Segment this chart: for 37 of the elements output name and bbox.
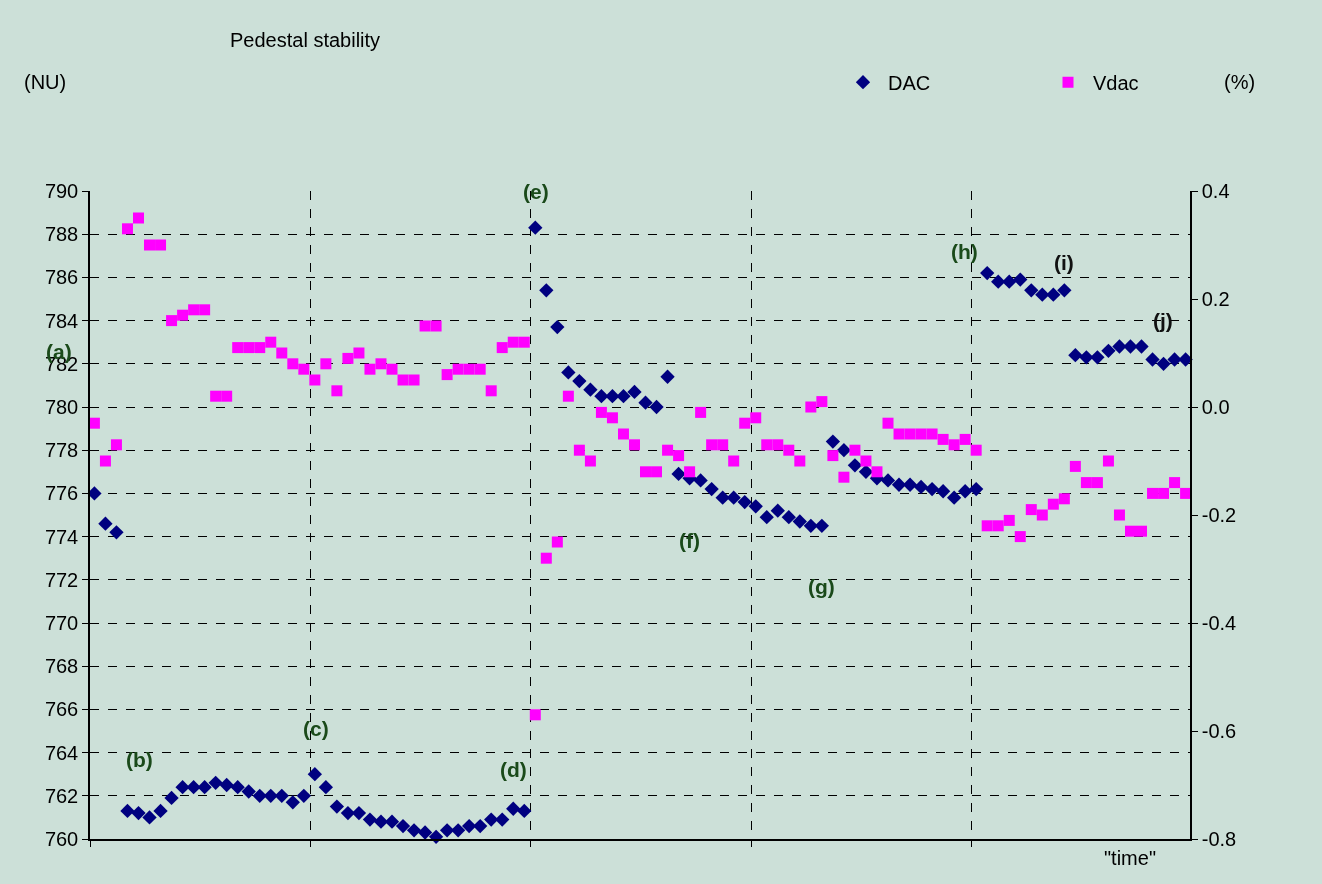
- legend-label: DAC: [888, 71, 931, 94]
- y-tick-label: 764: [44, 741, 79, 764]
- chart-title: Pedestal stability: [230, 28, 381, 51]
- y-axis-title: (NU): [24, 71, 67, 93]
- annotation: (i): [1054, 251, 1074, 274]
- y-tick-label: 770: [44, 612, 79, 634]
- y-tick-label: 780: [44, 396, 79, 418]
- y-tick-label: 762: [44, 784, 79, 807]
- y-tick-label: 760: [44, 828, 79, 850]
- annotation: (g): [808, 575, 835, 598]
- annotation: (f): [679, 529, 700, 552]
- annotation: (d): [500, 758, 527, 781]
- y2-tick-label: -0.6: [1201, 720, 1237, 742]
- y-tick-label: 776: [44, 482, 79, 505]
- y-tick-label: 778: [44, 439, 79, 462]
- y-tick-label: 772: [44, 568, 79, 591]
- y-tick-label: 790: [44, 180, 79, 202]
- annotation: (b): [126, 748, 153, 771]
- annotation: (h): [951, 240, 978, 263]
- y2-axis-title: (%): [1224, 71, 1256, 93]
- y2-tick-label: 0.0: [1201, 396, 1230, 418]
- y-tick-label: 788: [44, 223, 79, 246]
- annotation: (c): [303, 717, 329, 740]
- annotation: (e): [523, 180, 549, 203]
- y2-tick-label: -0.4: [1201, 612, 1237, 634]
- x-axis-title: "time": [1104, 847, 1156, 869]
- y-tick-label: 784: [44, 309, 79, 332]
- y2-tick-label: -0.2: [1201, 504, 1237, 526]
- y-tick-label: 774: [44, 525, 79, 548]
- y2-tick-label: 0.2: [1201, 288, 1230, 310]
- annotation: (j): [1153, 309, 1173, 332]
- y-tick-label: 786: [44, 266, 79, 289]
- y2-tick-label: 0.4: [1201, 180, 1230, 202]
- legend-label: Vdac: [1093, 71, 1139, 94]
- y-tick-label: 768: [44, 655, 79, 678]
- y2-tick-label: -0.8: [1201, 828, 1237, 850]
- y-tick-label: 766: [44, 698, 79, 721]
